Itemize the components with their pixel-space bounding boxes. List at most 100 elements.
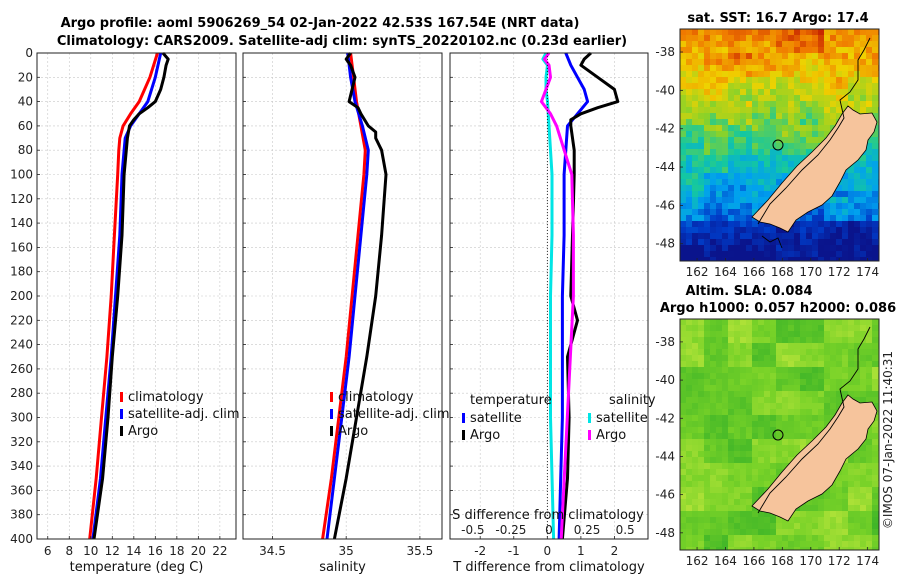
map-cell <box>782 445 789 452</box>
map-cell <box>860 535 867 542</box>
map-cell <box>752 137 759 144</box>
map-cell <box>692 35 699 42</box>
map-cell <box>794 379 801 386</box>
map-cell <box>866 257 873 261</box>
map-cell <box>836 95 843 102</box>
map-cell <box>776 541 783 548</box>
map-cell <box>782 239 789 246</box>
map-cell <box>698 391 705 398</box>
map-cell <box>704 355 711 362</box>
map-cell <box>794 421 801 428</box>
map-cell <box>830 529 837 536</box>
map-cell <box>704 535 711 542</box>
map-cell <box>740 119 747 126</box>
map-cell <box>836 523 843 530</box>
legend-title-temperature: temperature <box>470 393 552 408</box>
map-cell <box>698 83 705 90</box>
map-cell <box>686 397 693 404</box>
map-cell <box>758 373 765 380</box>
map-cell <box>776 325 783 332</box>
map-cell <box>818 101 825 108</box>
map-cell <box>806 355 813 362</box>
map-cell <box>716 143 723 150</box>
map-cell <box>854 47 861 54</box>
map-cell <box>788 161 795 168</box>
map-cell <box>716 53 723 60</box>
map-cell <box>746 245 753 252</box>
map-cell <box>728 71 735 78</box>
map-cell <box>740 209 747 216</box>
map-cell <box>752 487 759 494</box>
map-cell <box>782 415 789 422</box>
map-cell <box>866 71 873 78</box>
map-cell <box>860 505 867 512</box>
map-cell <box>854 89 861 96</box>
map-cell <box>716 221 723 228</box>
map-cell <box>788 415 795 422</box>
map-cell <box>794 535 801 542</box>
map-cell <box>836 101 843 108</box>
map-cell <box>746 167 753 174</box>
map-cell <box>728 47 735 54</box>
map-cell <box>764 161 771 168</box>
map-cell <box>764 421 771 428</box>
map-cell <box>704 83 711 90</box>
map-cell <box>680 487 687 494</box>
map-cell <box>788 167 795 174</box>
map-cell <box>824 29 831 36</box>
map-cell <box>854 511 861 518</box>
map-cell <box>698 191 705 198</box>
map-cell <box>770 251 777 258</box>
map-cell <box>686 349 693 356</box>
map-cell <box>800 41 807 48</box>
map-cell <box>722 65 729 72</box>
map-cell <box>854 95 861 102</box>
map-cell <box>740 415 747 422</box>
map-cell <box>860 475 867 482</box>
map-cell <box>734 349 741 356</box>
map-cell <box>746 215 753 222</box>
map-cell <box>824 131 831 138</box>
map-x-tick-label: 166 <box>742 265 765 279</box>
map-cell <box>872 475 879 482</box>
map-cell <box>812 221 819 228</box>
map-cell <box>698 421 705 428</box>
map-cell <box>806 83 813 90</box>
map-cell <box>758 89 765 96</box>
map-cell <box>854 397 861 404</box>
map-cell <box>758 487 765 494</box>
map-cell <box>758 547 765 550</box>
map-cell <box>746 517 753 524</box>
map-cell <box>752 53 759 60</box>
map-cell <box>746 415 753 422</box>
map-cell <box>722 83 729 90</box>
map-cell <box>860 29 867 36</box>
map-cell <box>686 409 693 416</box>
map-cell <box>710 227 717 234</box>
map-cell <box>854 547 861 550</box>
map-cell <box>686 257 693 261</box>
map-cell <box>698 173 705 180</box>
map-cell <box>698 221 705 228</box>
map-cell <box>866 397 873 404</box>
map-cell <box>854 101 861 108</box>
map-cell <box>842 523 849 530</box>
map-cell <box>752 451 759 458</box>
map-cell <box>776 245 783 252</box>
map-cell <box>692 191 699 198</box>
map-cell <box>788 421 795 428</box>
map-cell <box>764 523 771 530</box>
legend-swatch <box>588 413 591 423</box>
map-cell <box>758 397 765 404</box>
map-cell <box>866 373 873 380</box>
map-cell <box>830 239 837 246</box>
map-cell <box>866 535 873 542</box>
map-cell <box>680 385 687 392</box>
map-cell <box>866 59 873 66</box>
map-cell <box>716 493 723 500</box>
map-cell <box>704 469 711 476</box>
map-cell <box>800 71 807 78</box>
map-cell <box>764 77 771 84</box>
map-cell <box>764 227 771 234</box>
map-cell <box>752 367 759 374</box>
